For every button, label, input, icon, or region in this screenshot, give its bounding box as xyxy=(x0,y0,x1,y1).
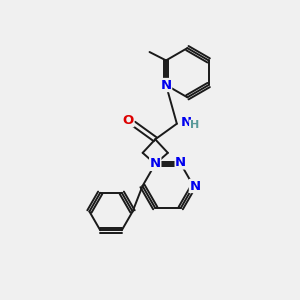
Text: N: N xyxy=(189,179,201,193)
Text: N: N xyxy=(181,116,192,129)
Text: O: O xyxy=(123,114,134,127)
Text: N: N xyxy=(175,156,186,169)
Text: N: N xyxy=(150,158,161,170)
Text: N: N xyxy=(160,79,172,92)
Text: H: H xyxy=(190,120,199,130)
